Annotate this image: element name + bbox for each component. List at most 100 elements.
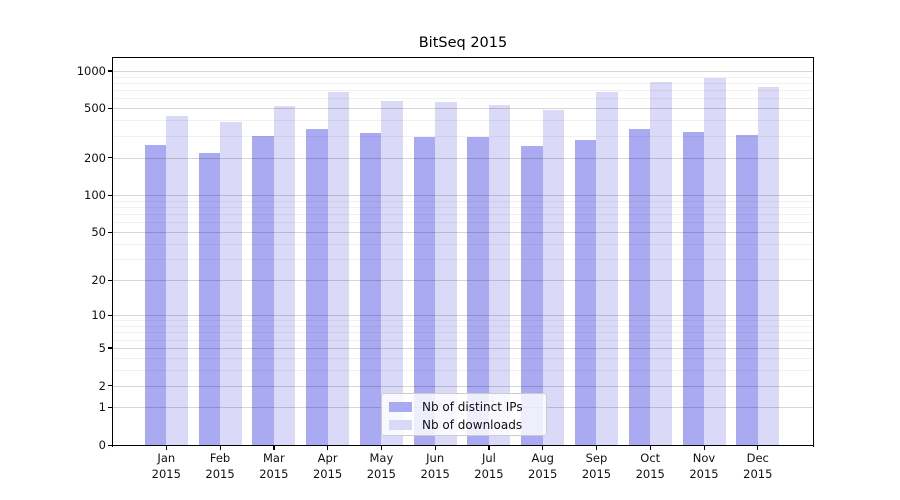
- y-tick-mark: [108, 385, 112, 387]
- downloads-swatch-icon: [389, 419, 412, 430]
- bar-downloads: [650, 81, 672, 445]
- gridline-minor: [113, 200, 813, 202]
- gridline-major: [113, 108, 813, 110]
- x-tick-month: Nov: [692, 451, 716, 465]
- x-tick-year: 2015: [581, 466, 612, 481]
- gridline-major: [113, 195, 813, 197]
- gridline-minor: [113, 326, 813, 327]
- x-tick-label: Apr 2015: [298, 451, 358, 482]
- x-tick-month: Aug: [531, 451, 554, 465]
- gridline-major: [113, 157, 813, 159]
- x-tick-year: 2015: [312, 466, 343, 481]
- bar-downloads: [273, 106, 296, 445]
- x-tick-label: Dec 2015: [728, 451, 788, 482]
- y-tick-label: 100: [84, 188, 106, 203]
- y-tick-mark: [108, 107, 112, 110]
- x-tick-label: Jun 2015: [405, 451, 465, 482]
- bar-downloads: [704, 77, 726, 445]
- x-tick-year: 2015: [635, 466, 665, 481]
- gridline-major: [113, 385, 813, 387]
- x-tick-year: 2015: [474, 466, 504, 481]
- bar-distinct-ips: [628, 128, 651, 445]
- gridline-minor: [113, 207, 813, 208]
- x-tick-mark: [542, 446, 544, 451]
- y-tick-mark: [108, 231, 112, 233]
- x-tick-month: Mar: [262, 451, 285, 465]
- x-tick-label: Sep 2015: [566, 451, 626, 482]
- x-tick-year: 2015: [689, 466, 719, 481]
- gridline-major: [113, 347, 813, 349]
- gridline-minor: [113, 320, 813, 322]
- gridline-minor: [113, 120, 813, 122]
- x-tick-year: 2015: [366, 466, 397, 481]
- y-tick-label: 1000: [76, 63, 106, 78]
- x-tick-year: 2015: [420, 466, 450, 481]
- gridline-minor: [113, 339, 813, 341]
- bar-downloads: [542, 109, 565, 445]
- y-tick-mark: [108, 406, 112, 409]
- bar-distinct-ips: [252, 135, 274, 445]
- x-tick-mark: [757, 446, 759, 451]
- y-tick-label: 1: [98, 400, 106, 415]
- x-tick-month: Sep: [585, 451, 608, 465]
- bar-distinct-ips: [736, 134, 758, 445]
- gridline-minor: [113, 82, 813, 84]
- legend-row-distinct-ips: Nb of distinct IPs: [382, 398, 546, 415]
- x-tick-year: 2015: [151, 466, 181, 481]
- bar-distinct-ips: [359, 132, 382, 445]
- gridline-minor: [113, 259, 813, 261]
- y-tick-label: 500: [84, 101, 106, 116]
- gridline-minor: [113, 135, 813, 137]
- x-tick-month: Oct: [640, 451, 661, 465]
- bar-downloads: [166, 115, 188, 445]
- gridline-minor: [113, 76, 813, 78]
- y-tick-mark: [108, 70, 112, 72]
- distinct-ips-swatch-icon: [389, 401, 412, 412]
- chart-title: BitSeq 2015: [418, 35, 508, 51]
- bar-distinct-ips: [198, 152, 221, 445]
- gridline-major: [113, 70, 813, 72]
- x-tick-month: Jun: [426, 451, 445, 465]
- plot-area: [113, 58, 813, 445]
- y-tick-label: 200: [84, 150, 106, 165]
- y-tick-label: 20: [91, 273, 106, 288]
- x-tick-mark: [434, 446, 436, 451]
- x-tick-mark: [488, 446, 490, 451]
- gridline-major: [113, 232, 813, 234]
- bar-downloads: [327, 91, 350, 445]
- bar-downloads: [757, 86, 780, 445]
- bar-downloads: [488, 104, 511, 445]
- gridline-minor: [113, 98, 813, 100]
- x-tick-mark: [273, 446, 275, 451]
- y-tick-label: 10: [91, 308, 106, 323]
- y-tick-label: 2: [98, 378, 106, 393]
- x-tick-mark: [165, 446, 167, 451]
- y-tick-mark: [108, 314, 112, 316]
- x-tick-label: Oct 2015: [620, 451, 680, 482]
- right-spine: [812, 57, 815, 447]
- grid-layer: [113, 58, 813, 445]
- y-tick-label: 50: [91, 225, 106, 240]
- x-tick-label: Nov 2015: [674, 451, 734, 482]
- x-tick-mark: [327, 446, 329, 451]
- x-tick-label: Aug 2015: [513, 451, 573, 482]
- x-tick-year: 2015: [528, 466, 558, 481]
- y-tick-mark: [108, 444, 112, 446]
- gridline-minor: [113, 243, 813, 245]
- x-tick-month: Jul: [481, 451, 496, 465]
- top-spine: [111, 57, 815, 59]
- x-tick-mark: [703, 446, 705, 451]
- x-tick-month: Jan: [157, 451, 176, 465]
- y-tick-mark: [108, 347, 112, 349]
- y-tick-label: 5: [98, 340, 106, 355]
- y-tick-label: 0: [98, 438, 106, 452]
- gridline-major: [113, 280, 813, 282]
- x-tick-year: 2015: [743, 466, 773, 481]
- x-tick-label: Jan 2015: [136, 451, 196, 482]
- bar-downloads: [220, 122, 242, 445]
- bar-distinct-ips: [574, 139, 597, 445]
- x-tick-month: Dec: [746, 451, 769, 465]
- y-tick-mark: [108, 157, 112, 159]
- x-tick-month: Apr: [317, 451, 338, 465]
- bar-distinct-ips: [306, 128, 328, 445]
